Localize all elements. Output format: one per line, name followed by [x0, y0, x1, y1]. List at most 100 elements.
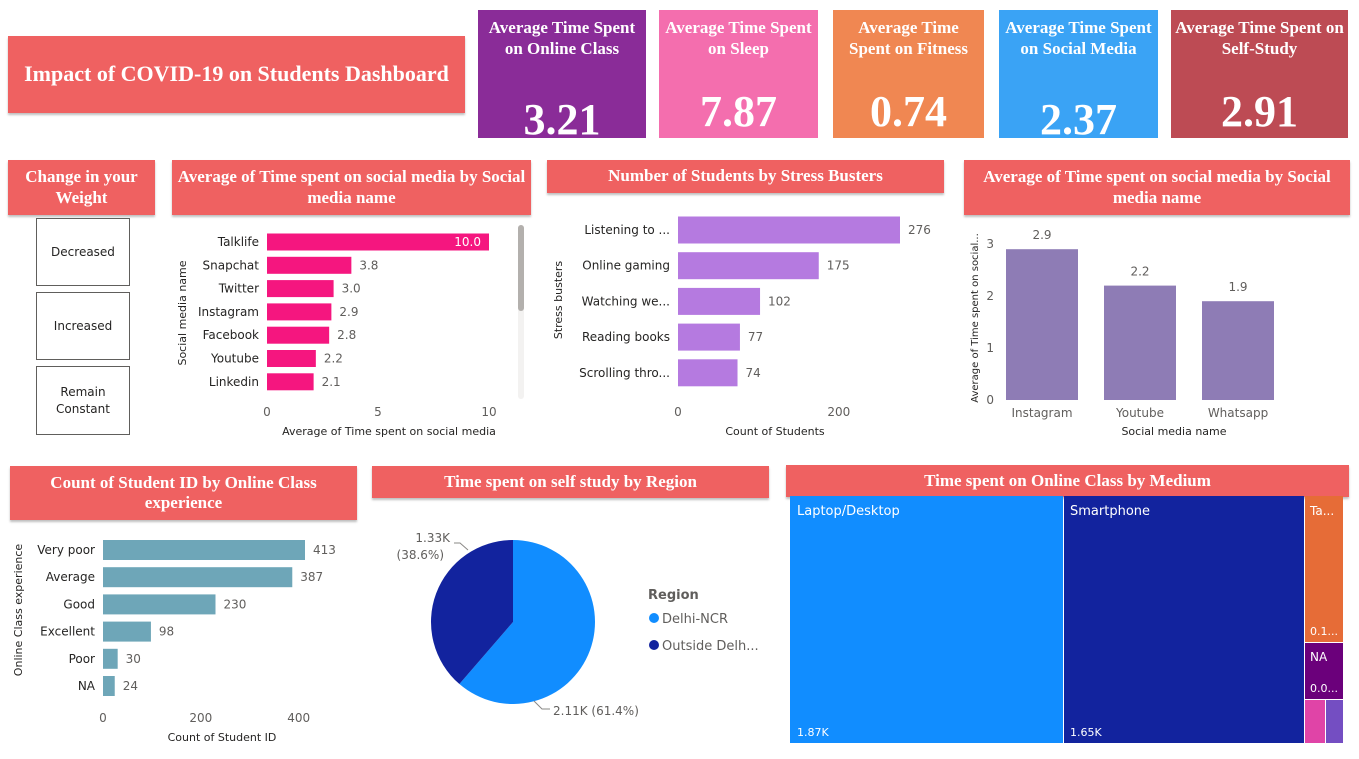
bar-good — [103, 594, 216, 615]
social-vbar-chart: 0 1 2 3 2.9 Instagram 2.2 Youtube 1.9 Whatsapp Soc… — [970, 228, 1274, 438]
social-hbar-scrollbar[interactable] — [518, 225, 524, 399]
category-label: Reading books — [582, 330, 670, 344]
x-tick-label: 200 — [827, 405, 850, 419]
column-instagram — [1006, 249, 1078, 400]
kpi-label: Average Time Spent on Sleep — [665, 18, 812, 58]
category-label: Youtube — [210, 352, 259, 366]
treemap-tile-purple[interactable] — [1326, 700, 1343, 743]
kpi-value: 7.87 — [700, 87, 777, 136]
category-label: Linkedin — [209, 375, 259, 389]
kpi-label: Average Time Spent on Fitness — [848, 18, 969, 58]
treemap-label: NA — [1310, 650, 1328, 664]
medium-treemap: Laptop/Desktop 1.87K Smartphone 1.65K Ta… — [790, 496, 1346, 744]
bar-very-poor — [103, 540, 305, 560]
legend-label: Outside Delh... — [662, 639, 759, 654]
x-tick-label: 0 — [99, 711, 107, 725]
bar-watching-we — [678, 287, 761, 315]
kpi-social-media: Average Time Spent on Social Media 2.37 — [999, 10, 1158, 142]
bar-excellent — [103, 621, 151, 642]
dashboard-title-text: Impact of COVID-19 on Students Dashboard — [24, 61, 449, 87]
weight-option-remain-constant[interactable]: Remain Constant — [36, 366, 130, 435]
data-label: 74 — [746, 366, 761, 380]
kpi-value: 0.74 — [870, 87, 947, 136]
treemap-tile-laptop[interactable]: Laptop/Desktop 1.87K — [790, 496, 1063, 743]
y-axis-title: Social media name — [176, 260, 189, 365]
data-label: 2.1 — [322, 375, 341, 389]
self-study-pie: 2.11K (61.4%) 1.33K (38.6%) Region Delhi-NCR… — [397, 531, 759, 718]
data-label: 2.8 — [337, 328, 356, 342]
category-label: Good — [63, 597, 95, 611]
treemap-tile-smartphone[interactable]: Smartphone 1.65K — [1064, 496, 1304, 743]
leader-line — [533, 700, 550, 710]
data-label: 77 — [748, 330, 763, 344]
pie-slice-delhi-ncr — [459, 540, 595, 704]
bar-facebook — [267, 326, 330, 344]
weight-option-decreased[interactable]: Decreased — [36, 218, 130, 286]
data-label: 102 — [768, 294, 791, 308]
treemap-value: 0.1... — [1310, 625, 1338, 638]
kpi-self-study: Average Time Spent on Self-Study 2.91 — [1171, 10, 1348, 138]
bar-average — [103, 567, 293, 588]
treemap-tile-pink[interactable] — [1305, 700, 1325, 743]
kpi-value: 3.21 — [523, 95, 601, 144]
bar-online-gaming — [678, 252, 819, 280]
data-label: 175 — [827, 259, 850, 273]
bar-na — [103, 676, 115, 696]
data-label: 10.0 — [454, 235, 481, 249]
bar-listening-to — [678, 216, 900, 244]
scrollbar-thumb[interactable] — [518, 225, 524, 311]
data-label: 2.9 — [1032, 228, 1051, 242]
legend-marker — [649, 613, 659, 623]
kpi-sleep: Average Time Spent on Sleep 7.87 — [659, 10, 818, 138]
bar-linkedin — [267, 373, 314, 391]
category-label: Whatsapp — [1208, 406, 1268, 420]
bar-scrolling-thro — [678, 359, 738, 387]
treemap-value: 0.0... — [1310, 682, 1338, 695]
weight-option-increased[interactable]: Increased — [36, 292, 130, 360]
category-label: Instagram — [198, 305, 259, 319]
y-tick-label: 1 — [986, 341, 994, 355]
pie-slice-outside-delh — [431, 540, 513, 685]
category-label: Excellent — [40, 625, 95, 639]
category-label: Talklife — [217, 235, 259, 249]
data-label: 98 — [159, 625, 174, 639]
data-label: 1.9 — [1228, 280, 1247, 294]
kpi-label: Average Time Spent on Self-Study — [1175, 18, 1344, 58]
x-axis-title: Count of Students — [725, 425, 825, 438]
bar-youtube — [267, 350, 316, 367]
data-label: 24 — [123, 679, 138, 693]
treemap-tile-na[interactable]: NA 0.0... — [1305, 643, 1343, 699]
bar-instagram — [267, 303, 332, 321]
social-hbar-title: Average of Time spent on social media by… — [172, 160, 531, 215]
y-tick-label: 0 — [986, 393, 994, 407]
category-label: Average — [46, 570, 95, 584]
data-label: 2.2 — [324, 352, 343, 366]
data-label: 3.0 — [342, 282, 361, 296]
y-tick-label: 2 — [986, 289, 994, 303]
social-hbar-chart: Talklife 10.0 Snapchat 3.8 Twitter 3.0 Instagr… — [176, 233, 497, 438]
bar-poor — [103, 648, 118, 669]
self-study-title: Time spent on self study by Region — [372, 466, 769, 498]
medium-title: Time spent on Online Class by Medium — [786, 465, 1349, 497]
bar-twitter — [267, 280, 334, 298]
legend-marker — [649, 640, 659, 650]
data-label: 3.8 — [359, 258, 378, 272]
data-label: 413 — [313, 543, 336, 557]
online-exp-title: Count of Student ID by Online Class expe… — [10, 466, 357, 520]
dashboard-title: Impact of COVID-19 on Students Dashboard — [8, 36, 465, 113]
category-label: Youtube — [1115, 406, 1164, 420]
y-tick-label: 3 — [986, 237, 994, 251]
treemap-value: 1.87K — [797, 726, 829, 739]
x-axis-title: Social media name — [1121, 425, 1226, 438]
stress-busters-title: Number of Students by Stress Busters — [547, 160, 944, 193]
kpi-value: 2.37 — [1040, 95, 1117, 144]
data-label: (38.6%) — [397, 548, 444, 562]
treemap-tile-tablet[interactable]: Ta... 0.1... — [1305, 496, 1343, 642]
data-label: 230 — [223, 597, 246, 611]
legend-label: Delhi-NCR — [662, 612, 728, 627]
y-axis-title: Average of Time spent on social... — [970, 233, 981, 403]
column-youtube — [1104, 285, 1176, 400]
x-tick-label: 200 — [189, 711, 212, 725]
category-label: NA — [78, 679, 96, 693]
data-label: 387 — [300, 570, 323, 584]
